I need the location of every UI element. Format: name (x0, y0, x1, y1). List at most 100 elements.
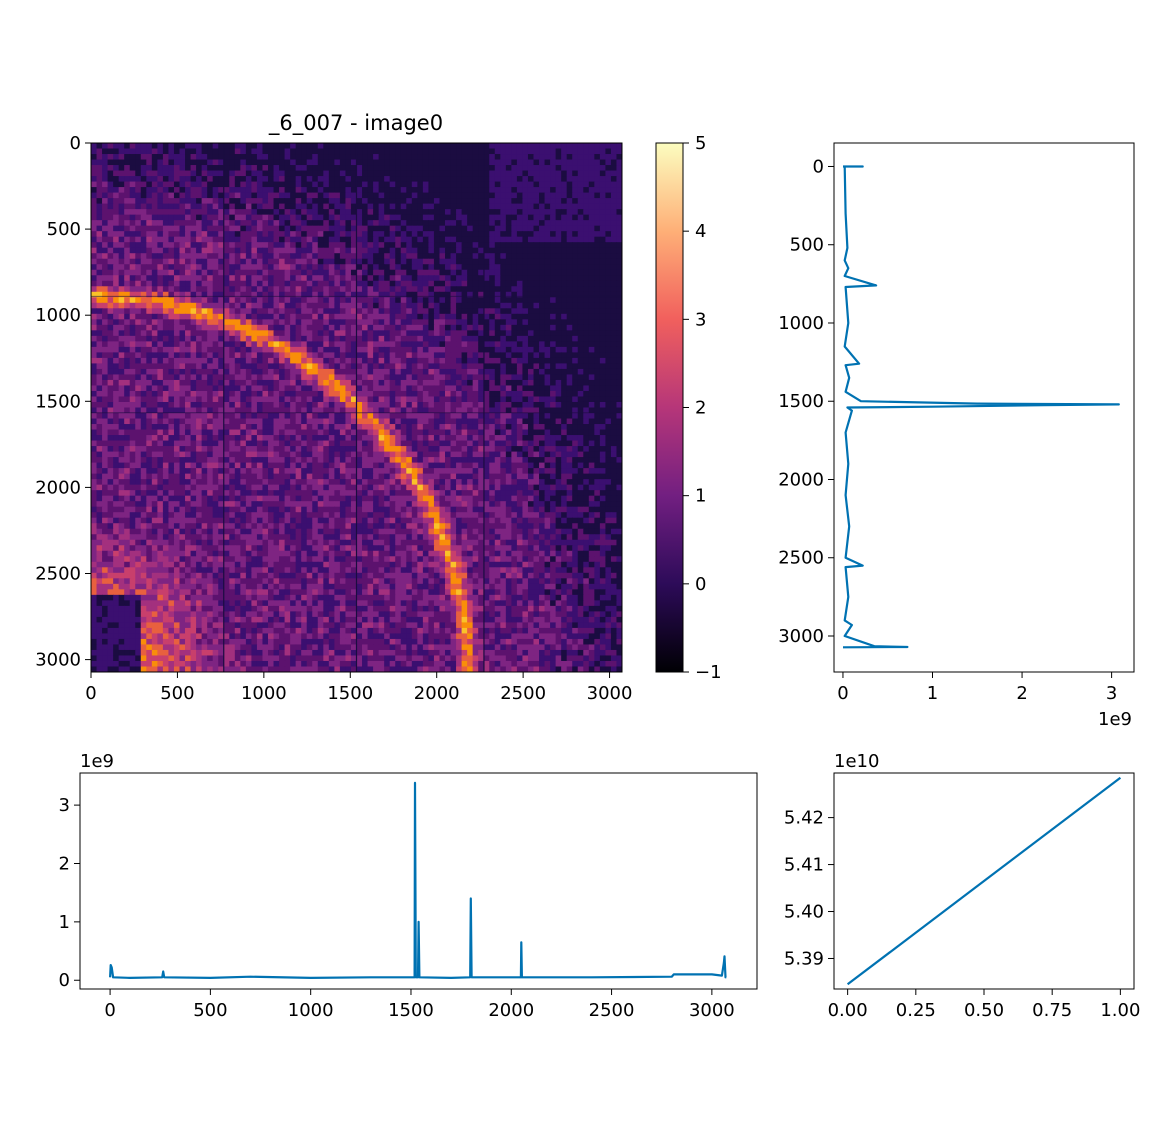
heat-cell (516, 313, 524, 320)
heat-cell (251, 357, 258, 365)
heat-cell (594, 374, 601, 381)
heat-cell (173, 407, 181, 414)
heat-cell (367, 291, 374, 298)
heat-cell (439, 280, 446, 287)
heat-cell (577, 258, 584, 265)
heat-cell (196, 308, 203, 315)
heat-cell (422, 335, 430, 342)
heat-cell (113, 143, 120, 150)
heat-cell (295, 143, 302, 150)
heat-cell (262, 368, 269, 376)
heat-cell (201, 198, 208, 205)
heat-cell (129, 341, 136, 348)
heat-cell (566, 181, 573, 188)
heat-cell (461, 363, 468, 370)
heat-cell (511, 280, 518, 287)
heat-cell (610, 225, 618, 232)
heat-cell (583, 170, 590, 177)
heat-cell (96, 379, 103, 387)
heat-cell (367, 187, 374, 194)
heat-cell (102, 258, 109, 265)
heat-cell (478, 176, 485, 183)
heat-cell (240, 269, 247, 276)
heat-cell (456, 308, 463, 315)
heat-cell (334, 324, 341, 331)
heat-cell (284, 203, 291, 210)
heat-cell (544, 269, 551, 276)
heat-cell (201, 242, 208, 249)
heat-cell (433, 346, 441, 353)
heat-cell (516, 379, 524, 387)
heat-cell (218, 225, 225, 232)
heat-cell (135, 258, 142, 265)
heat-cell (400, 242, 407, 249)
heat-cell (400, 247, 407, 254)
heat-cell (129, 242, 136, 249)
heat-cell (356, 159, 363, 166)
heat-cell (428, 363, 435, 370)
heat-cell (212, 247, 219, 254)
heat-cell (362, 390, 369, 398)
heat-cell (207, 297, 214, 304)
heat-cell (201, 209, 208, 216)
heat-cell (599, 159, 607, 166)
heat-cell (533, 401, 540, 409)
heat-cell (417, 352, 424, 359)
heat-cell (467, 253, 474, 260)
heat-cell (428, 379, 435, 387)
heat-cell (395, 231, 402, 238)
heat-cell (317, 159, 324, 166)
heat-cell (295, 413, 302, 420)
heat-cell (140, 181, 147, 188)
heat-cell (539, 264, 546, 271)
heat-cell (295, 181, 302, 188)
heat-cell (616, 143, 622, 150)
heat-cell (262, 159, 269, 166)
heat-cell (256, 324, 264, 331)
heat-cell (572, 385, 579, 392)
heat-cell (240, 363, 247, 370)
heat-cell (594, 170, 601, 177)
heat-cell (179, 176, 186, 183)
heat-cell (118, 357, 125, 365)
heat-cell (290, 264, 297, 271)
heat-cell (262, 214, 269, 221)
heat-cell (505, 165, 512, 172)
heat-cell (378, 418, 385, 425)
heat-cell (312, 269, 319, 276)
heat-cell (146, 302, 153, 309)
heat-cell (450, 291, 457, 298)
heat-cell (113, 368, 120, 376)
heat-cell (522, 264, 529, 271)
heat-cell (140, 258, 147, 265)
heat-cell (527, 275, 535, 282)
heat-cell (129, 330, 136, 337)
heat-cell (478, 170, 485, 177)
heat-cell (135, 170, 142, 177)
heat-cell (245, 198, 253, 205)
heat-cell (251, 269, 258, 276)
heat-cell (151, 357, 158, 365)
heat-cell (190, 187, 197, 194)
heat-cell (173, 335, 181, 342)
heat-cell (240, 143, 247, 150)
heat-cell (91, 346, 98, 353)
heat-cell (124, 159, 131, 166)
heat-cell (422, 368, 430, 376)
heat-cell (162, 286, 170, 293)
heat-cell (599, 253, 607, 260)
heat-cell (135, 225, 142, 232)
heat-cell (91, 165, 98, 172)
heat-cell (500, 269, 507, 276)
heat-cell (96, 181, 103, 188)
heat-cell (445, 385, 452, 392)
heat-cell (433, 385, 441, 392)
heat-cell (251, 291, 258, 298)
heat-cell (561, 413, 568, 420)
heat-cell (433, 313, 441, 320)
heat-cell (555, 418, 562, 425)
heat-cell (234, 346, 241, 353)
heat-cell (489, 308, 496, 315)
heat-cell (96, 203, 103, 210)
heat-cell (124, 176, 131, 183)
